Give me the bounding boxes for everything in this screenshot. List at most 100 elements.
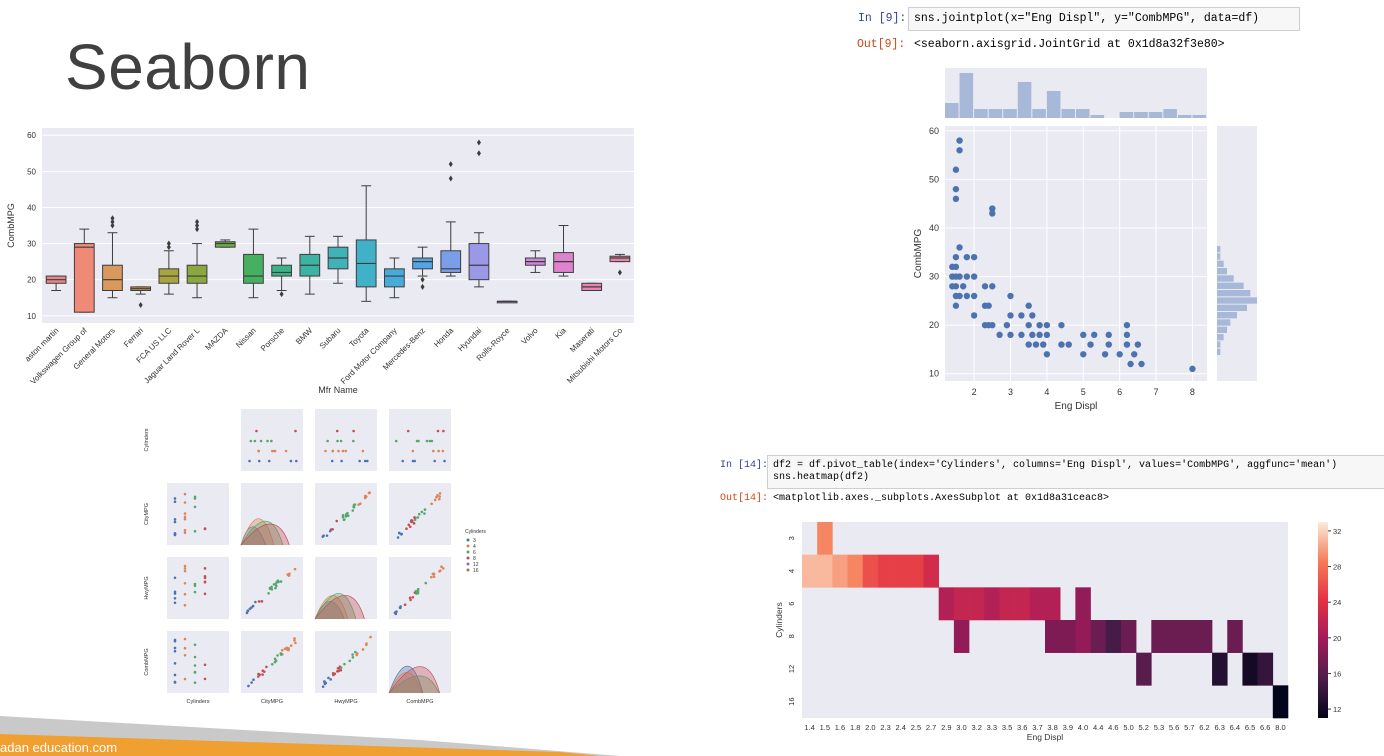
pair-point xyxy=(280,653,283,656)
y-tick-label: 60 xyxy=(27,131,36,140)
pair-point xyxy=(336,667,340,670)
code-cell-9[interactable] xyxy=(908,7,1300,31)
x-tick-label: 2.4 xyxy=(896,723,906,732)
pair-point xyxy=(323,682,327,686)
code-14-line1: df2 = df.pivot_table(index='Cylinders', … xyxy=(773,460,1338,471)
pair-point xyxy=(430,502,433,506)
right-hist-bar xyxy=(1217,260,1224,267)
pair-point xyxy=(273,657,277,661)
pair-point xyxy=(276,654,279,657)
plot-area xyxy=(945,126,1207,381)
x-tick-label: Honda xyxy=(432,326,455,349)
pair-point xyxy=(193,497,197,500)
top-hist-bar xyxy=(1061,109,1075,118)
pair-point xyxy=(262,670,266,673)
x-tick-label: Subaru xyxy=(318,326,343,351)
kde-curve xyxy=(314,593,357,620)
flier-point xyxy=(110,222,115,229)
pair-point xyxy=(354,650,357,654)
pair-point xyxy=(415,592,418,595)
pair-point xyxy=(173,596,177,600)
pair-point xyxy=(438,495,442,498)
legend-label: 16 xyxy=(473,568,479,574)
pair-point xyxy=(294,459,298,463)
pairplot-panel xyxy=(315,557,377,619)
top-hist-bar xyxy=(1076,109,1090,118)
heatmap-cell xyxy=(1075,620,1091,653)
heatmap-cell xyxy=(923,554,939,588)
flier-point xyxy=(617,269,622,276)
x-tick-label: 5.2 xyxy=(1139,723,1149,732)
flier-point xyxy=(448,161,453,168)
colorbar-tick-label: 32 xyxy=(1333,527,1341,536)
legend-title: Cylinders xyxy=(465,529,486,535)
x-tick-label: 1.5 xyxy=(820,723,830,732)
pair-point xyxy=(437,449,440,453)
y-tick-label: 30 xyxy=(929,272,939,282)
right-hist-bar xyxy=(1217,297,1257,304)
colorbar-tick-label: 24 xyxy=(1333,598,1341,607)
pair-point xyxy=(173,646,177,650)
legend-label: 8 xyxy=(473,556,476,562)
pair-point xyxy=(413,516,416,519)
pair-point xyxy=(330,459,334,463)
heatmap-cell xyxy=(953,620,970,653)
x-tick-label: 7 xyxy=(1154,387,1159,397)
heatmap-cell xyxy=(847,554,864,588)
scatter-point xyxy=(1138,360,1145,368)
pair-point xyxy=(441,567,445,570)
scatter-point xyxy=(1007,312,1014,319)
pair-point xyxy=(363,496,367,500)
x-tick-label: Toyota xyxy=(348,326,371,349)
pair-point xyxy=(443,459,446,463)
heatmap-cell xyxy=(1212,652,1228,686)
scatter-point xyxy=(1018,312,1025,319)
heatmap-cell xyxy=(1105,620,1122,653)
heatmap-cell xyxy=(1272,685,1289,719)
pair-point xyxy=(287,647,291,650)
legend-label: 3 xyxy=(473,538,476,544)
heatmap-cell xyxy=(984,587,1000,621)
box xyxy=(214,241,236,248)
x-tick-label: Nissan xyxy=(234,326,258,350)
pair-point xyxy=(257,672,260,676)
pair-point xyxy=(420,510,424,514)
pair-point xyxy=(183,528,187,532)
right-hist-bar xyxy=(1217,304,1247,311)
x-tick-label: 3.5 xyxy=(1002,723,1012,732)
pair-point xyxy=(331,449,335,453)
pair-point xyxy=(173,592,177,595)
colorbar xyxy=(1318,522,1328,718)
pair-point xyxy=(351,509,355,512)
box xyxy=(271,264,292,277)
pair-point xyxy=(417,439,420,443)
pair-point xyxy=(252,678,255,682)
pair-point xyxy=(412,522,416,525)
pair-point xyxy=(435,495,438,499)
x-tick-label: 6.3 xyxy=(1214,723,1224,732)
top-hist-bar xyxy=(1017,82,1032,118)
heatmap-cell xyxy=(1151,620,1167,653)
pair-point xyxy=(363,494,367,498)
pairplot-panel xyxy=(389,409,451,471)
scatter-point xyxy=(1043,321,1051,329)
pair-point xyxy=(336,439,339,443)
legend-label: 6 xyxy=(473,550,476,556)
code-cell-14[interactable] xyxy=(767,455,1384,489)
y-tick-label: 10 xyxy=(929,369,939,379)
pair-point xyxy=(279,580,283,583)
box xyxy=(609,255,631,263)
pair-point xyxy=(352,429,355,433)
pair-point xyxy=(400,532,404,536)
pair-point xyxy=(273,449,276,453)
heatmap-cell xyxy=(1166,620,1182,653)
scatter-point xyxy=(1040,341,1047,348)
pair-point xyxy=(433,498,437,502)
right-hist-bar xyxy=(1217,312,1237,319)
y-tick-label: 6 xyxy=(787,602,796,606)
scatter-point xyxy=(1087,341,1094,348)
x-tick-label: 8.0 xyxy=(1275,723,1285,732)
x-tick-label: Hyundai xyxy=(456,326,483,353)
pair-point xyxy=(183,517,187,521)
pair-row-label: HwyMPG xyxy=(144,576,150,599)
